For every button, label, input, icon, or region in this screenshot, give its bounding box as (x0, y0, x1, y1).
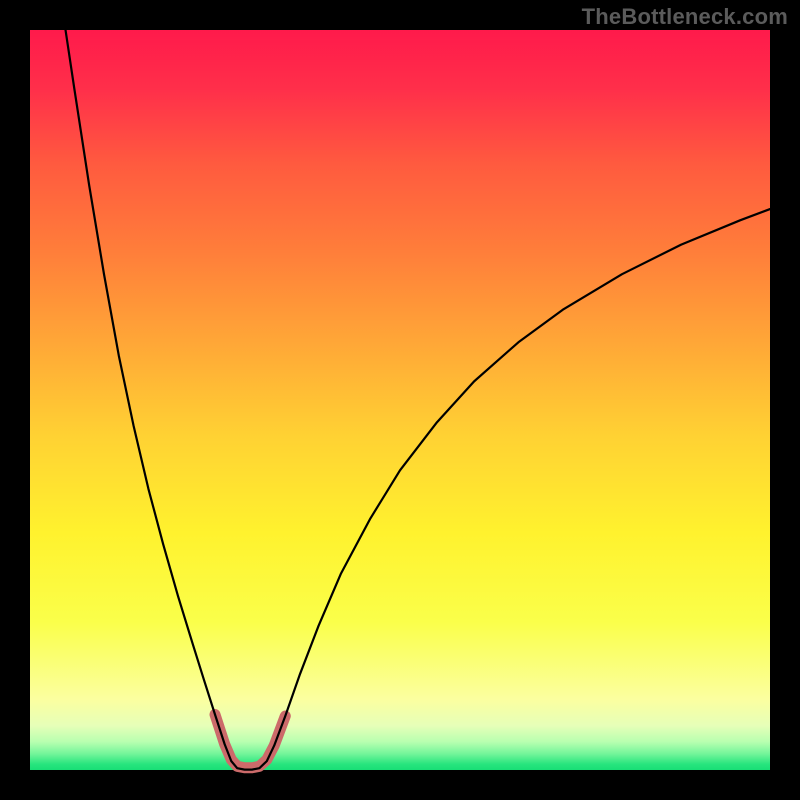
bottleneck-chart (0, 0, 800, 800)
plot-background-gradient (30, 30, 770, 770)
watermark-text: TheBottleneck.com (582, 4, 788, 30)
figure-container: TheBottleneck.com (0, 0, 800, 800)
